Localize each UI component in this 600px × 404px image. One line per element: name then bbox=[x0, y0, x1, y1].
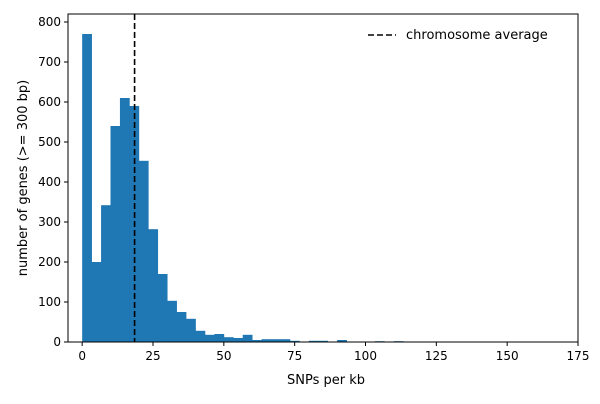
y-tick-label: 100 bbox=[38, 295, 61, 309]
x-tick-label: 25 bbox=[145, 349, 160, 363]
histogram-bar bbox=[111, 126, 121, 342]
x-axis-label: SNPs per kb bbox=[287, 373, 365, 388]
x-tick-label: 100 bbox=[354, 349, 377, 363]
histogram-bar bbox=[101, 205, 111, 342]
y-tick-label: 200 bbox=[38, 255, 61, 269]
legend-label: chromosome average bbox=[406, 28, 548, 43]
y-tick-label: 700 bbox=[38, 55, 61, 69]
histogram-bar bbox=[214, 334, 224, 342]
histogram-bar bbox=[148, 229, 158, 342]
histogram-bar bbox=[205, 335, 215, 342]
histogram-bar bbox=[139, 161, 149, 342]
y-tick-label: 300 bbox=[38, 215, 61, 229]
legend: chromosome average bbox=[368, 28, 548, 43]
histogram-bar bbox=[233, 338, 243, 342]
histogram-bar bbox=[120, 98, 130, 342]
y-axis-label: number of genes (>= 300 bp) bbox=[16, 80, 31, 276]
histogram-bar bbox=[196, 331, 206, 342]
histogram-bar bbox=[92, 262, 102, 342]
y-tick-label: 500 bbox=[38, 135, 61, 149]
histogram-bar bbox=[177, 312, 187, 342]
x-tick-label: 175 bbox=[567, 349, 590, 363]
x-tick-label: 0 bbox=[78, 349, 86, 363]
y-tick-label: 600 bbox=[38, 95, 61, 109]
histogram-bar bbox=[186, 319, 196, 342]
histogram-bar bbox=[243, 335, 253, 342]
x-tick-label: 50 bbox=[216, 349, 231, 363]
x-tick-label: 75 bbox=[287, 349, 302, 363]
bars-layer bbox=[82, 34, 422, 342]
x-tick-label: 150 bbox=[496, 349, 519, 363]
y-tick-label: 0 bbox=[53, 335, 61, 349]
y-tick-label: 400 bbox=[38, 175, 61, 189]
histogram-bar bbox=[167, 301, 177, 342]
histogram-bar bbox=[82, 34, 92, 342]
histogram-bar bbox=[224, 337, 234, 342]
y-tick-label: 800 bbox=[38, 15, 61, 29]
histogram-bar bbox=[158, 274, 168, 342]
x-tick-label: 125 bbox=[425, 349, 448, 363]
